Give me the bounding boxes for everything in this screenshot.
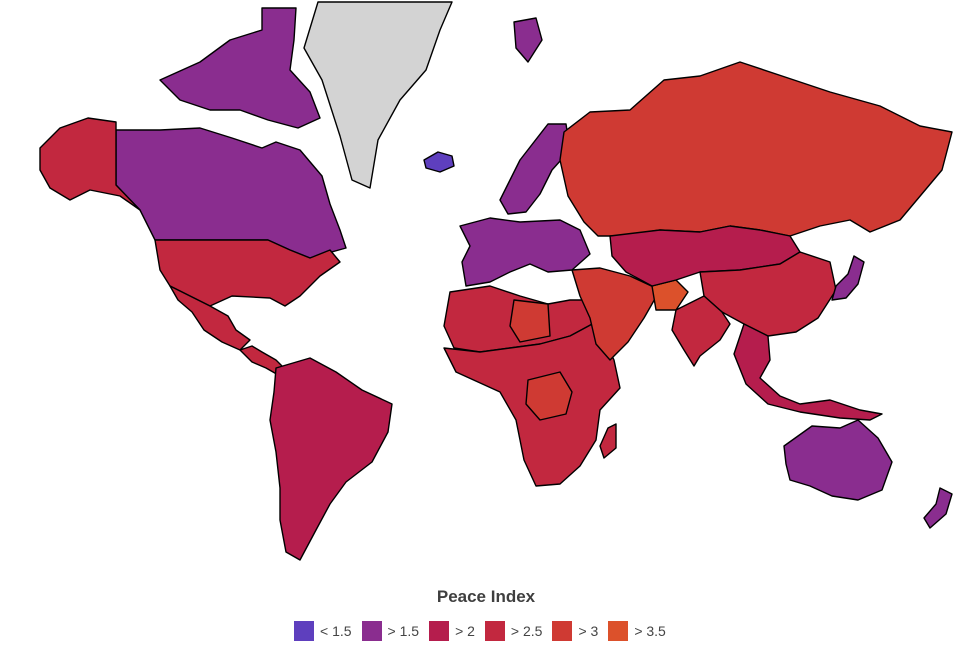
world-map — [39, 1, 953, 561]
region-new-zealand[interactable] — [923, 487, 953, 529]
region-svalbard[interactable] — [513, 17, 543, 63]
region-canadian-arctic-archipelago[interactable] — [159, 7, 321, 129]
legend-label: > 2.5 — [510, 623, 543, 639]
legend-item[interactable]: > 2.5 — [484, 621, 543, 641]
legend-swatch — [429, 621, 450, 641]
region-alaska[interactable] — [39, 117, 141, 211]
legend-item[interactable]: > 2 — [429, 621, 475, 641]
region-europe[interactable] — [459, 217, 591, 287]
legend-swatch — [552, 621, 573, 641]
legend-item[interactable]: > 3.5 — [608, 621, 666, 641]
region-australia[interactable] — [783, 419, 893, 501]
legend-swatch — [294, 621, 314, 641]
legend-label: < 1.5 — [320, 623, 352, 639]
region-south-america[interactable] — [269, 357, 393, 561]
region-india[interactable] — [671, 295, 731, 367]
legend-item[interactable]: > 3 — [552, 621, 598, 641]
region-madagascar[interactable] — [599, 423, 617, 459]
legend-item[interactable]: > 1.5 — [361, 621, 420, 641]
legend-label: > 3 — [578, 623, 599, 639]
legend-swatch — [608, 621, 629, 641]
legend: < 1.5 > 1.5 > 2 > 2.5 > 3 > 3.5 — [294, 621, 676, 641]
region-iceland[interactable] — [423, 151, 455, 173]
legend-item[interactable]: < 1.5 — [294, 621, 352, 641]
region-southeast-asia[interactable] — [733, 323, 883, 421]
legend-title: Peace Index — [436, 587, 536, 606]
legend-label: > 3.5 — [634, 623, 666, 639]
legend-label: > 2 — [455, 623, 475, 639]
legend-label: > 1.5 — [387, 623, 420, 639]
region-dr-congo[interactable] — [525, 371, 573, 421]
legend-swatch — [361, 621, 382, 641]
region-libya[interactable] — [509, 299, 551, 343]
region-greenland[interactable] — [303, 1, 453, 189]
region-scandinavia[interactable] — [499, 123, 571, 215]
region-japan[interactable] — [831, 255, 865, 301]
region-mexico[interactable] — [169, 285, 251, 351]
region-russia[interactable] — [559, 61, 953, 237]
region-middle-east[interactable] — [571, 267, 661, 361]
region-canada[interactable] — [115, 127, 347, 259]
legend-swatch — [484, 621, 505, 641]
